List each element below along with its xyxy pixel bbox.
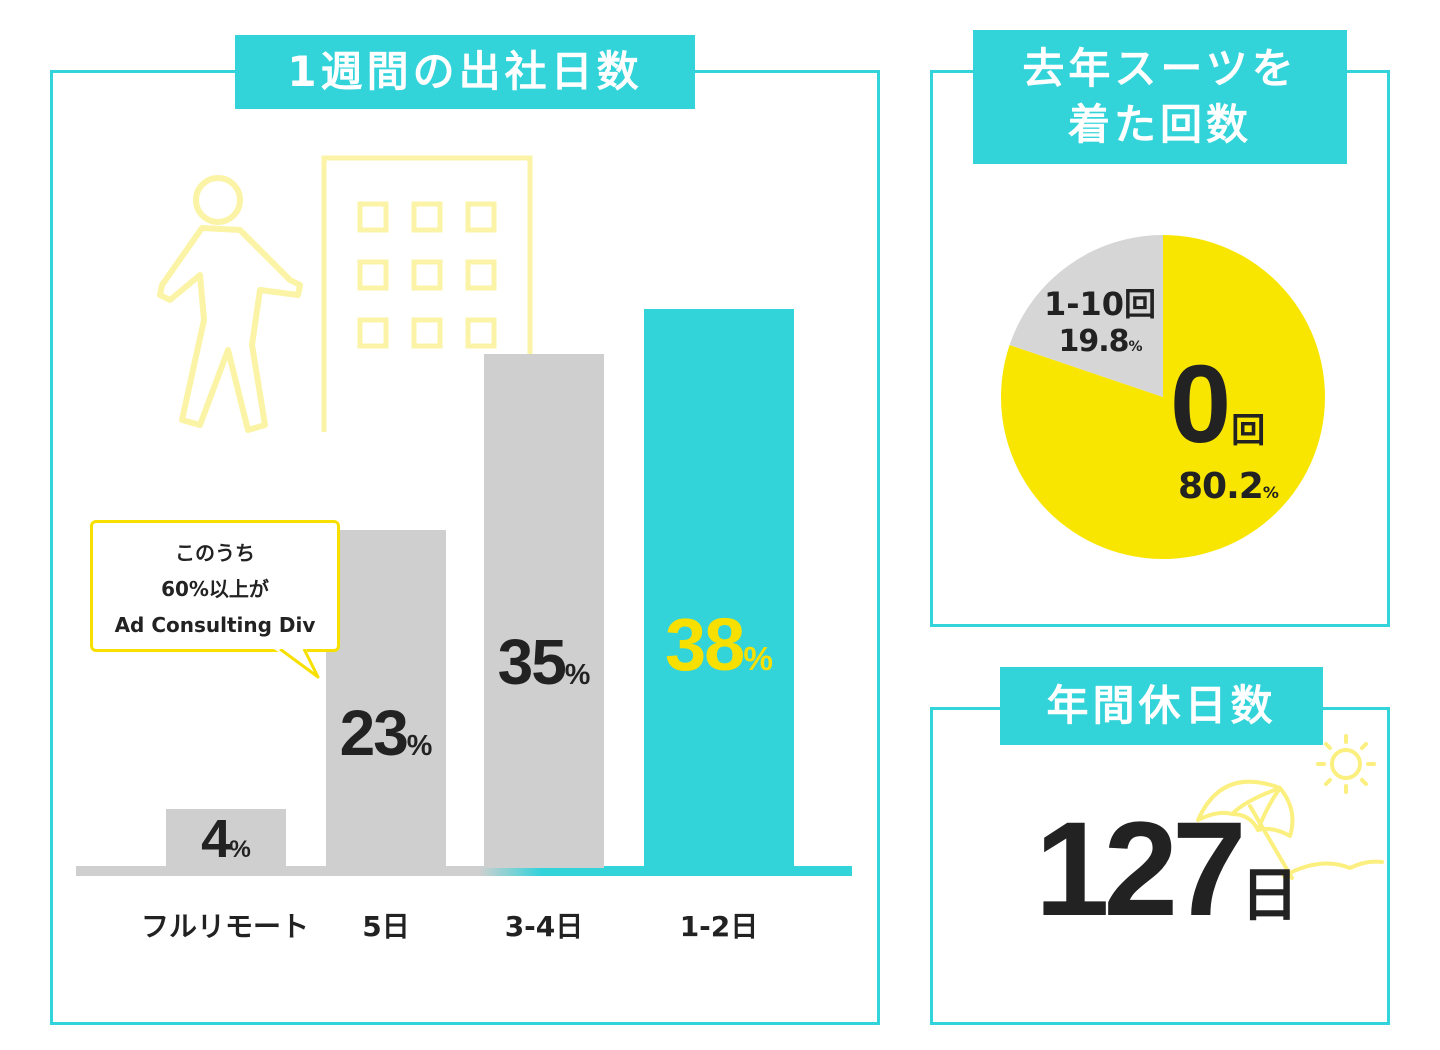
bar-5-days [326,529,446,868]
callout-pointer [274,649,320,679]
weekly-office-days-title: 1週間の出社日数 [235,35,695,109]
suit-count-title-line-1: 去年スーツを [1022,44,1298,93]
suit-count-pie-chart [1001,235,1325,559]
bar-label-3-4-days-value: 35 [497,626,567,699]
beach-umbrella-sun-icon [1196,734,1384,880]
pie-label-zero-pct: 80.2% [1178,466,1279,507]
bar-label-3-4-days: 35% [484,630,604,707]
pie-label-zero-value: 0 [1170,343,1232,466]
pie-slice-1-10 [1009,235,1163,397]
annual-holidays-value: 127日 [1035,800,1355,940]
x-label-5-days: 5日 [362,910,410,943]
bar-full-remote [166,809,286,868]
bar-label-5-days-unit: % [406,729,433,762]
pie-label-zero-pct-value: 80.2 [1178,466,1264,507]
annual-holidays-title: 年間休日数 [1000,667,1323,745]
bar-label-full-remote: 4% [166,812,286,877]
office-building-icon [321,155,533,432]
pie-label-zero-unit: 回 [1231,411,1266,451]
bar-label-3-4-days-unit: % [564,659,591,692]
pie-label-1-10-pct: 19.8% [1030,324,1170,365]
x-label-3-4-days: 3-4日 [504,910,584,943]
bar-label-1-2-days-value: 38 [665,602,745,686]
bar-label-full-remote-unit: % [229,835,251,863]
suit-count-title-line-2: 着た回数 [1067,100,1252,149]
callout-line-1: このうち [175,541,255,565]
x-label-full-remote: フルリモート [140,910,309,943]
pie-label-1-10-pct-unit: % [1128,339,1143,355]
bar-label-1-2-days: 38% [644,607,794,697]
bar-label-5-days: 23% [326,701,446,778]
bar-chart-baseline [76,866,852,876]
suit-count-title: 去年スーツを 着た回数 [973,30,1347,164]
bar-1-2-days [644,309,794,868]
callout-line-2: 60%以上が [161,577,269,601]
callout-bubble: このうち 60%以上が Ad Consulting Div [90,520,340,652]
bar-label-1-2-days-unit: % [743,640,773,678]
annual-holidays-unit: 日 [1240,861,1299,929]
annual-holidays-number: 127 [1035,795,1247,944]
bar-label-full-remote-value: 4 [201,808,231,869]
pie-label-zero-pct-unit: % [1262,483,1279,502]
x-label-1-2-days: 1-2日 [679,910,759,943]
pie-label-1-10-name: 1-10回 [1043,285,1157,323]
walking-person-icon [157,175,303,433]
pie-label-1-10: 1-10回 19.8% [1030,284,1170,365]
callout-line-3: Ad Consulting Div [114,613,316,637]
bar-label-5-days-value: 23 [339,696,409,769]
pie-label-1-10-pct-value: 19.8 [1058,324,1129,359]
pie-label-zero: 0回 [1170,350,1290,460]
bar-3-4-days [484,353,604,868]
